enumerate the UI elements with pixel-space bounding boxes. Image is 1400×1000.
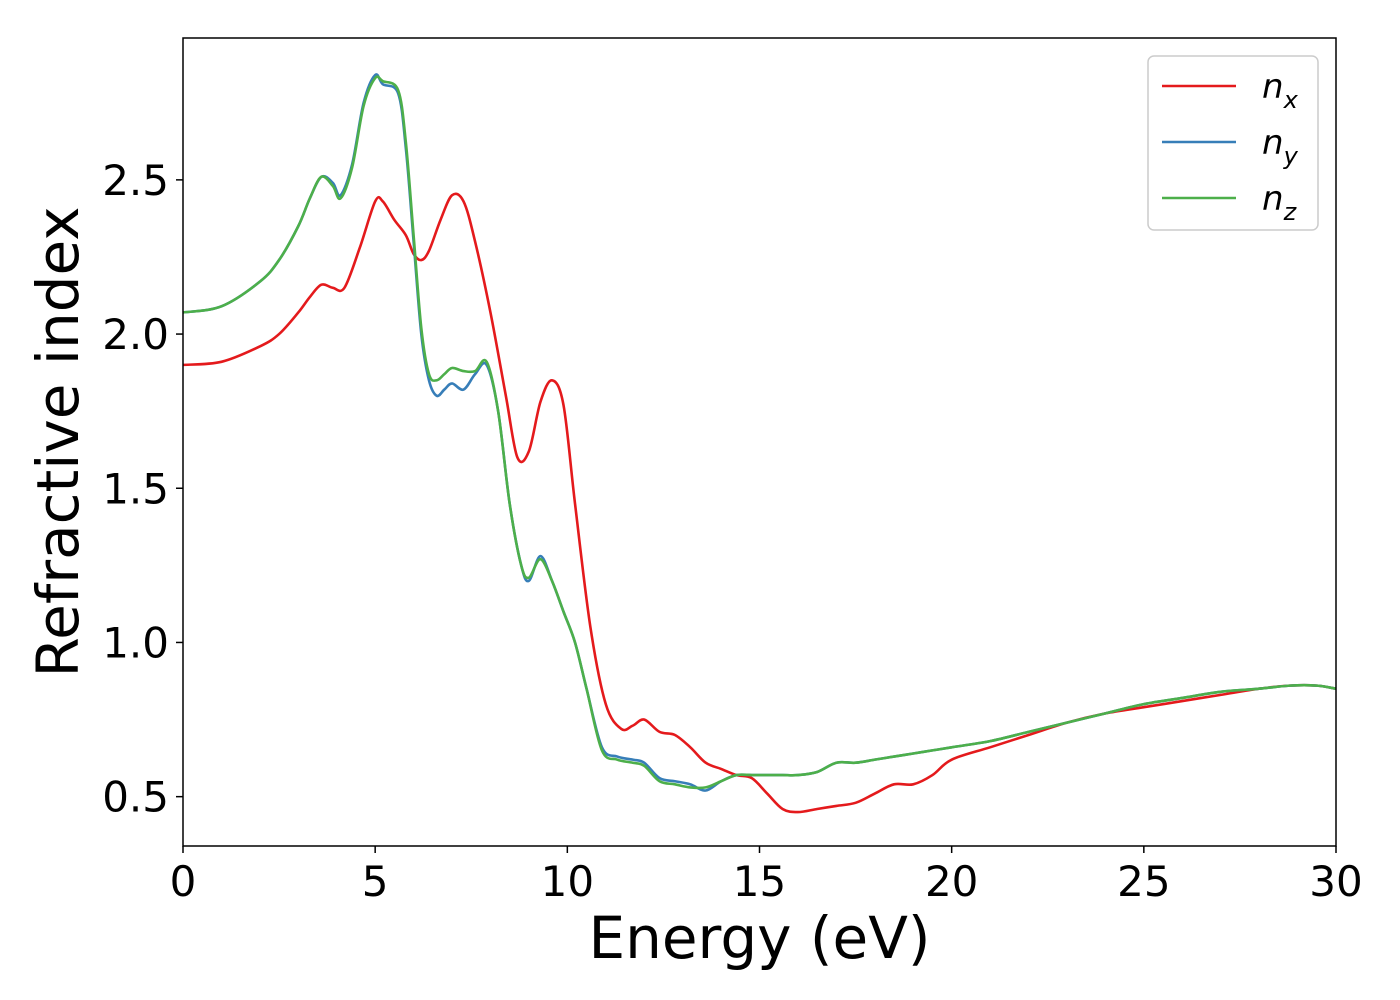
legend-entry-label: ny (1262, 123, 1299, 170)
x-axis-label: Energy (eV) (588, 904, 930, 972)
x-tick-label: 15 (733, 857, 786, 906)
y-tick-label: 2.5 (102, 156, 169, 205)
x-tick-label: 5 (362, 857, 389, 906)
legend-entry-label: nx (1262, 67, 1299, 114)
y-tick-label: 1.0 (102, 618, 169, 667)
y-tick-label: 2.0 (102, 310, 169, 359)
x-tick-label: 25 (1117, 857, 1170, 906)
x-tick-label: 10 (541, 857, 594, 906)
series-line-n-z (183, 75, 1336, 790)
x-tick-label: 30 (1309, 857, 1362, 906)
series-layer (183, 73, 1336, 814)
x-axis: 0 5 10 15 20 25 30 (170, 846, 1363, 906)
legend: nx ny nz (1147, 55, 1319, 231)
y-axis-label: Refractive index (24, 206, 92, 677)
y-tick-label: 0.5 (102, 773, 169, 822)
x-tick-label: 20 (925, 857, 978, 906)
series-line-n-x (183, 192, 1336, 814)
y-axis: 0.5 1.0 1.5 2.0 2.5 (102, 156, 183, 822)
x-tick-label: 0 (170, 857, 197, 906)
legend-entry-label: nz (1262, 179, 1298, 226)
y-tick-label: 1.5 (102, 464, 169, 513)
